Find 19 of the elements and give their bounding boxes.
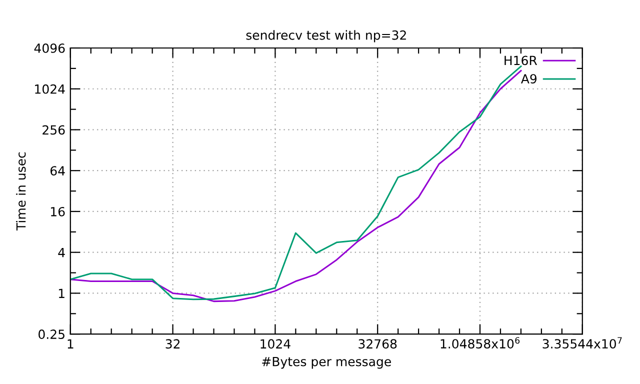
legend-label: H16R [504, 56, 538, 66]
y-axis-title: Time in usec [16, 152, 26, 231]
x-axis-title: #Bytes per message [262, 356, 391, 369]
y-tick-label: 4 [58, 248, 65, 258]
y-tick-label: 1024 [35, 84, 65, 94]
legend-label: A9 [520, 74, 537, 84]
x-tick-label: 1 [68, 339, 74, 348]
y-tick-label: 4096 [34, 43, 65, 53]
x-tick-label: 1024 [260, 339, 290, 349]
x-tick-label: 32768 [358, 339, 397, 349]
x-tick-label: 32 [166, 339, 180, 349]
chart-title: sendrecv test with np=32 [246, 30, 406, 42]
x-tick-label: 1.04858x10$^{6}$ [440, 337, 520, 349]
y-tick-label: 1 [58, 288, 64, 298]
y-tick-label: 64 [50, 166, 65, 176]
y-tick-label: 256 [42, 125, 65, 135]
y-tick-label: 0.25 [38, 330, 64, 340]
y-tick-label: 16 [51, 206, 65, 216]
x-tick-label: 3.35544x10$^{7}$ [542, 337, 622, 349]
